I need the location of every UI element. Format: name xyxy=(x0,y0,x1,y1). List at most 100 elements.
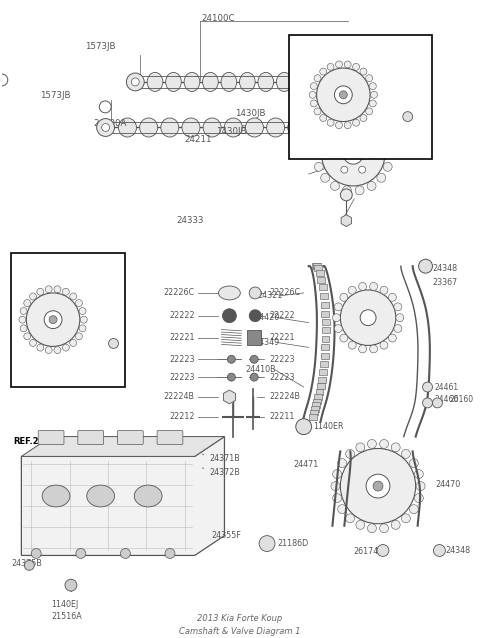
Bar xyxy=(289,35,432,160)
Circle shape xyxy=(368,524,376,533)
Circle shape xyxy=(335,303,342,311)
Bar xyxy=(312,263,320,269)
Text: (CVVT): (CVVT) xyxy=(297,43,340,53)
Circle shape xyxy=(344,122,351,129)
Bar xyxy=(313,399,321,404)
Circle shape xyxy=(380,341,388,349)
Text: 22221: 22221 xyxy=(169,333,195,342)
Text: 24200A: 24200A xyxy=(93,119,126,128)
Circle shape xyxy=(369,100,376,107)
Text: 22223: 22223 xyxy=(169,373,195,382)
Text: 1140ER: 1140ER xyxy=(313,422,344,431)
Circle shape xyxy=(26,293,80,346)
Circle shape xyxy=(422,398,432,408)
Ellipse shape xyxy=(140,118,157,137)
Text: 22223: 22223 xyxy=(169,355,195,364)
Text: 24471: 24471 xyxy=(294,460,319,469)
Circle shape xyxy=(331,482,340,491)
Text: 22226C: 22226C xyxy=(164,288,195,297)
Circle shape xyxy=(335,325,342,332)
Text: 22211: 22211 xyxy=(269,412,294,421)
Circle shape xyxy=(259,536,275,551)
Circle shape xyxy=(355,114,364,122)
Circle shape xyxy=(367,118,376,127)
Text: 24460: 24460 xyxy=(434,396,459,404)
Circle shape xyxy=(341,135,348,142)
Circle shape xyxy=(369,83,376,89)
Circle shape xyxy=(353,63,360,70)
Text: 22212: 22212 xyxy=(169,412,195,421)
Circle shape xyxy=(368,151,374,158)
Circle shape xyxy=(394,325,402,332)
Circle shape xyxy=(348,341,356,349)
Circle shape xyxy=(366,75,372,82)
Circle shape xyxy=(342,114,351,122)
Bar xyxy=(319,369,327,375)
Circle shape xyxy=(360,310,376,325)
Circle shape xyxy=(391,521,400,530)
FancyBboxPatch shape xyxy=(38,431,64,445)
Text: 24420: 24420 xyxy=(254,313,279,322)
Polygon shape xyxy=(22,436,225,456)
Circle shape xyxy=(102,124,109,131)
Text: 22223: 22223 xyxy=(269,355,295,364)
Circle shape xyxy=(20,308,27,315)
Ellipse shape xyxy=(134,485,162,507)
Text: 24348: 24348 xyxy=(445,546,470,555)
Ellipse shape xyxy=(309,118,327,137)
Circle shape xyxy=(338,505,347,514)
Circle shape xyxy=(49,316,57,323)
Text: 1573JB: 1573JB xyxy=(40,91,70,100)
Ellipse shape xyxy=(182,118,200,137)
Circle shape xyxy=(311,100,317,107)
Text: 1140EJ: 1140EJ xyxy=(51,600,78,609)
Circle shape xyxy=(228,373,235,381)
Circle shape xyxy=(321,126,330,135)
Circle shape xyxy=(360,115,367,121)
Circle shape xyxy=(327,63,334,70)
Bar xyxy=(320,361,328,367)
Bar xyxy=(309,413,317,420)
Circle shape xyxy=(416,482,425,491)
Circle shape xyxy=(353,119,360,126)
Bar xyxy=(12,253,125,387)
Circle shape xyxy=(360,68,367,75)
Bar xyxy=(321,353,328,359)
Circle shape xyxy=(371,91,377,98)
Circle shape xyxy=(333,470,342,478)
Text: 24349: 24349 xyxy=(254,338,279,347)
Circle shape xyxy=(45,286,52,293)
Bar xyxy=(317,277,325,283)
Text: 24361A: 24361A xyxy=(297,140,330,149)
Circle shape xyxy=(54,346,61,353)
Circle shape xyxy=(333,314,340,322)
Bar xyxy=(313,263,321,269)
Circle shape xyxy=(370,345,378,353)
Text: 1430JB: 1430JB xyxy=(216,127,246,136)
Circle shape xyxy=(62,288,69,295)
Text: 26174P: 26174P xyxy=(353,547,383,556)
Text: 21516A: 21516A xyxy=(51,612,82,621)
Circle shape xyxy=(70,293,77,300)
Text: 24461: 24461 xyxy=(434,383,458,392)
Circle shape xyxy=(65,579,77,591)
Circle shape xyxy=(433,545,445,556)
Circle shape xyxy=(314,162,323,171)
Circle shape xyxy=(359,345,367,353)
Circle shape xyxy=(120,549,131,558)
Text: 26160: 26160 xyxy=(449,396,473,404)
Text: 22222: 22222 xyxy=(269,311,295,320)
Bar xyxy=(247,330,261,345)
Circle shape xyxy=(339,91,348,99)
Circle shape xyxy=(37,344,44,351)
Bar xyxy=(316,270,324,276)
Text: 22223: 22223 xyxy=(269,373,295,382)
Text: 24372B: 24372B xyxy=(210,468,240,477)
Circle shape xyxy=(62,344,69,351)
Circle shape xyxy=(403,112,413,122)
Bar xyxy=(317,383,324,389)
Circle shape xyxy=(340,189,352,201)
Text: 23367: 23367 xyxy=(432,278,458,286)
Circle shape xyxy=(20,325,27,332)
FancyArrowPatch shape xyxy=(197,537,205,542)
